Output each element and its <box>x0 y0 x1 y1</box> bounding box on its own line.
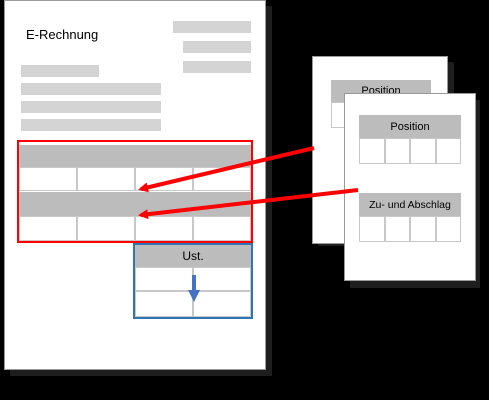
text-line <box>21 101 161 113</box>
allowance-flow-arrow-icon <box>138 188 359 220</box>
table-cell <box>384 216 410 242</box>
text-line <box>21 83 161 95</box>
table-cell <box>410 138 436 164</box>
table-cell <box>135 291 193 317</box>
invoice-title: E-Rechnung <box>26 27 99 42</box>
front-card-position-row <box>359 138 461 164</box>
allowance-header-row <box>19 192 251 216</box>
table-cell <box>193 291 251 317</box>
table-cell <box>135 267 193 291</box>
front-card-allowance-row <box>359 216 461 242</box>
position-flow-arrow-icon <box>138 146 315 193</box>
text-line <box>21 119 161 131</box>
position-header-row <box>19 145 251 167</box>
table-cell <box>435 216 461 242</box>
front-card-position-header: Position <box>359 115 461 138</box>
text-line <box>21 65 99 77</box>
allowance-row <box>19 216 251 241</box>
table-cell <box>19 216 77 241</box>
position-card-front: Position Zu- und Abschlag <box>344 93 476 281</box>
front-card-allowance-header: Zu- und Abschlag <box>359 193 461 216</box>
address-line <box>183 61 251 73</box>
table-cell <box>410 216 436 242</box>
address-line <box>183 41 251 53</box>
table-cell <box>359 138 385 164</box>
table-cell <box>359 216 385 242</box>
tax-row <box>135 291 251 317</box>
table-cell <box>19 167 77 191</box>
table-cell <box>77 167 135 191</box>
address-line <box>173 21 251 33</box>
table-cell <box>435 138 461 164</box>
table-cell <box>384 138 410 164</box>
table-cell <box>193 216 251 241</box>
tax-header: Ust. <box>135 245 251 267</box>
table-cell <box>135 216 193 241</box>
table-cell <box>77 216 135 241</box>
invoice-page: E-Rechnung Ust. <box>4 0 266 370</box>
